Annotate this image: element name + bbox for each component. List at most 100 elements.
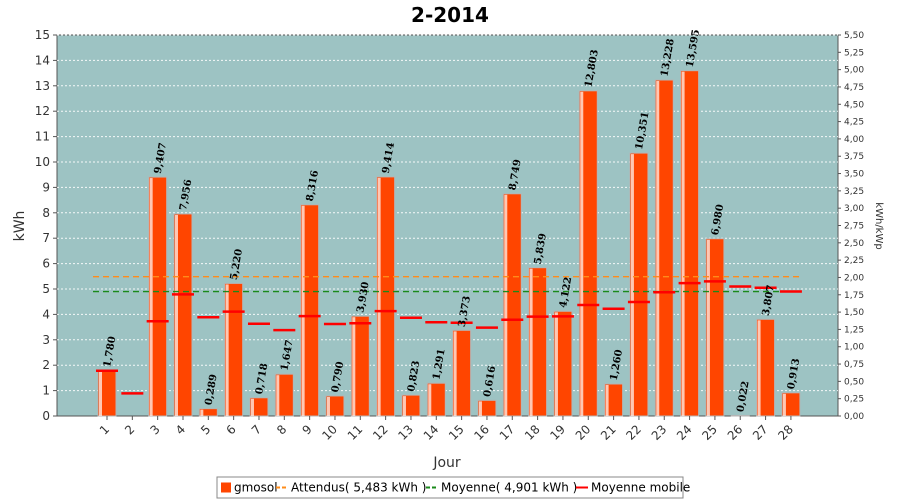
x-tick-label: 5 xyxy=(198,422,213,437)
y-tick-label: 6 xyxy=(42,257,50,271)
data-labels: 1,780 9,407 7,956 0,289 5,220 0,718 1,647 8,316… xyxy=(102,29,802,413)
reference-lines xyxy=(93,276,800,293)
bar-body xyxy=(730,414,750,417)
x-tick-label: 27 xyxy=(750,422,771,443)
x-tick-label: 1 xyxy=(97,422,112,437)
bar xyxy=(528,267,548,417)
bars xyxy=(97,70,801,417)
data-label: 1,647 xyxy=(279,339,295,372)
bar-highlight xyxy=(504,194,508,416)
bar xyxy=(198,408,218,417)
x-tick-label: 21 xyxy=(598,422,619,443)
x-tick-label: 14 xyxy=(421,422,442,443)
data-label: 9,414 xyxy=(381,142,397,175)
y-axis-label: kWh xyxy=(12,211,28,242)
legend-item: Moyenne( 4,901 kWh ) xyxy=(426,481,577,495)
bar xyxy=(426,382,446,417)
y-tick-label: 14 xyxy=(35,53,50,67)
bar-highlight xyxy=(453,331,457,416)
data-label: 1,780 xyxy=(102,336,118,369)
legend-label: Moyenne( 4,901 kWh ) xyxy=(441,481,577,495)
bar-highlight xyxy=(782,393,786,416)
x-tick-label: 25 xyxy=(699,422,720,443)
y2-tick-label: 3,50 xyxy=(844,170,864,180)
bar xyxy=(730,414,750,417)
bar xyxy=(300,204,320,417)
bar-highlight xyxy=(174,214,178,416)
y-tick-label: 8 xyxy=(42,206,50,220)
bar xyxy=(173,213,193,417)
bar xyxy=(350,315,370,417)
bar-highlight xyxy=(580,91,584,416)
legend-swatch xyxy=(221,482,231,493)
y-tick-label: 3 xyxy=(42,333,50,347)
data-label: 1,291 xyxy=(431,348,447,381)
y2-tick-label: 5,25 xyxy=(844,48,864,58)
bar xyxy=(578,90,598,417)
x-tick-label: 8 xyxy=(274,422,289,437)
legend-item: Attendus( 5,483 kWh ) xyxy=(276,481,426,495)
y-tick-label: 15 xyxy=(35,28,50,42)
data-label: 3,373 xyxy=(457,295,473,328)
y-tick-label: 1 xyxy=(42,384,50,398)
data-label: 1,260 xyxy=(609,349,625,382)
legend-label: gmosol xyxy=(234,481,278,495)
data-label: 0,718 xyxy=(254,362,270,395)
data-label: 0,913 xyxy=(786,358,802,391)
bar-highlight xyxy=(377,177,381,416)
bar-highlight xyxy=(402,396,406,416)
bar-highlight xyxy=(681,71,685,416)
legend-label: Moyenne mobile xyxy=(591,481,690,495)
y2-axis-label: kWh/kWp xyxy=(873,202,884,249)
x-axis-label: Jour xyxy=(432,455,461,471)
bar-highlight xyxy=(301,205,305,416)
x-tick-label: 9 xyxy=(299,422,314,437)
x-tick-label: 26 xyxy=(725,422,746,443)
y2-axis: 0,00 0,25 0,50 0,75 1,00 1,25 1,50 1,75 2,00 2,25… xyxy=(838,31,864,422)
bar xyxy=(97,370,117,417)
bar xyxy=(604,383,624,417)
x-tick-label: 19 xyxy=(547,422,568,443)
x-tick-label: 20 xyxy=(573,422,594,443)
legend-box xyxy=(216,476,684,499)
data-label: 0,823 xyxy=(406,360,422,393)
x-tick-label: 17 xyxy=(497,422,518,443)
chart-title: 2-2014 xyxy=(411,3,489,27)
y-tick-label: 5 xyxy=(42,282,50,296)
y2-tick-label: 4,00 xyxy=(844,135,864,145)
legend-item: Moyenne mobile xyxy=(576,481,690,495)
y2-tick-label: 2,75 xyxy=(844,222,864,232)
x-tick-label: 12 xyxy=(370,422,391,443)
data-label: 4,122 xyxy=(558,276,574,309)
y-tick-label: 4 xyxy=(42,307,50,321)
bar xyxy=(376,176,396,417)
x-tick-label: 13 xyxy=(395,422,416,443)
data-label: 9,407 xyxy=(153,142,169,175)
y2-tick-label: 1,50 xyxy=(844,308,864,318)
x-tick-label: 10 xyxy=(319,422,340,443)
data-label: 0,790 xyxy=(330,361,346,394)
x-tick-label: 22 xyxy=(623,422,644,443)
bar-highlight xyxy=(352,317,356,416)
x-tick-label: 16 xyxy=(471,422,492,443)
bar-highlight xyxy=(200,409,204,416)
bar xyxy=(477,399,497,417)
x-tick-label: 15 xyxy=(446,422,467,443)
bar-highlight xyxy=(706,239,710,416)
bar xyxy=(224,282,244,417)
legend-item: gmosol xyxy=(221,481,278,495)
data-label: 0,022 xyxy=(735,380,751,413)
bar-highlight xyxy=(250,398,254,416)
y2-tick-label: 4,50 xyxy=(844,100,864,110)
y2-tick-label: 1,00 xyxy=(844,343,864,353)
y2-tick-label: 1,25 xyxy=(844,325,864,335)
bar-highlight xyxy=(757,320,761,416)
x-tick-label: 18 xyxy=(522,422,543,443)
y2-tick-label: 3,00 xyxy=(844,204,864,214)
bar xyxy=(553,310,573,417)
bar-highlight xyxy=(554,312,558,416)
y2-tick-label: 2,00 xyxy=(844,273,864,283)
data-label: 5,839 xyxy=(533,232,549,265)
